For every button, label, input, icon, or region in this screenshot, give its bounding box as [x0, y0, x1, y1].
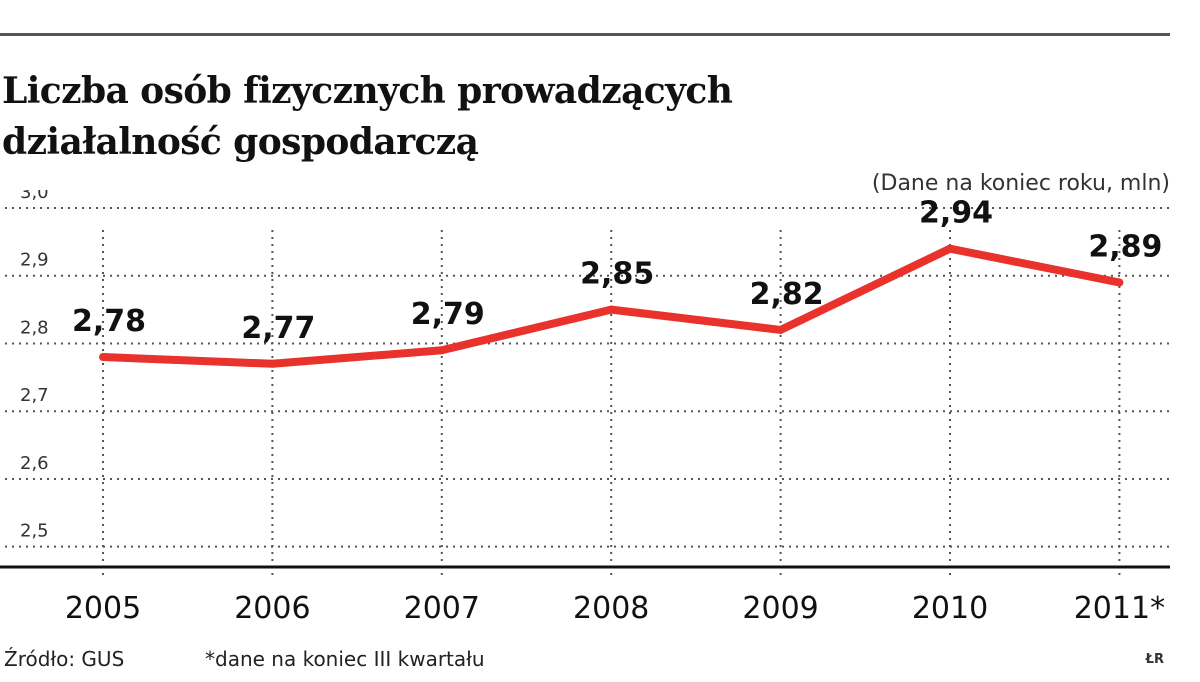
author-initials: ŁR: [1145, 652, 1164, 667]
footnote: *dane na koniec III kwartału: [205, 647, 485, 671]
data-point: [268, 359, 277, 368]
data-point: [99, 353, 107, 362]
y-tick-labels: 2,5 2,6 2,7 2,8 2,9 3,0: [20, 190, 49, 542]
y-tick-label: 2,5: [20, 521, 49, 542]
data-point: [1115, 278, 1124, 287]
data-label: 2,82: [750, 277, 824, 312]
data-label: 2,94: [919, 196, 993, 231]
chart-title: Liczba osób fizycznych prowadzących dzia…: [2, 66, 1002, 168]
x-tick-label: 2008: [573, 591, 649, 626]
chart-title-line-1: Liczba osób fizycznych prowadzących: [2, 70, 733, 112]
series-line-layer: [99, 244, 1124, 368]
data-point: [437, 346, 446, 355]
x-tick-labels: 2005 2006 2007 2008 2009 2010 2011*: [65, 591, 1165, 626]
line-chart: 2,52,62,72,82,93,0 2,78 2,77 2,792,852,822…: [0, 190, 1170, 626]
data-point: [607, 305, 616, 314]
data-label-layer: 2,78 2,77 2,79 2,85 2,82 2,94 2,89: [72, 196, 1162, 346]
y-tick-label: 3,0: [20, 190, 49, 203]
y-tick-label: 2,8: [20, 317, 49, 338]
y-tick-label: 2,9: [20, 250, 49, 271]
data-point: [946, 244, 954, 253]
data-label: 2,78: [72, 304, 146, 339]
x-tick-label: 2006: [234, 591, 310, 626]
top-rule: [0, 33, 1170, 36]
source-note: Źródło: GUS: [4, 647, 125, 671]
chart-title-line-2: działalność gospodarczą: [2, 121, 479, 163]
x-tick-label: 2011*: [1074, 591, 1165, 626]
data-label: 2,85: [580, 257, 654, 292]
data-point: [776, 325, 785, 334]
x-tick-label: 2007: [404, 591, 480, 626]
chart-subtitle: (Dane na koniec roku, mln): [871, 171, 1170, 196]
x-tick-label: 2005: [65, 591, 141, 626]
x-tick-label: 2010: [912, 591, 988, 626]
data-label: 2,89: [1088, 230, 1162, 265]
data-label: 2,77: [241, 311, 315, 346]
data-label: 2,79: [411, 297, 485, 332]
x-tick-label: 2009: [742, 591, 818, 626]
grid-layer: [0, 207, 1170, 579]
y-tick-label: 2,7: [20, 385, 49, 406]
y-tick-label: 2,6: [20, 453, 49, 474]
